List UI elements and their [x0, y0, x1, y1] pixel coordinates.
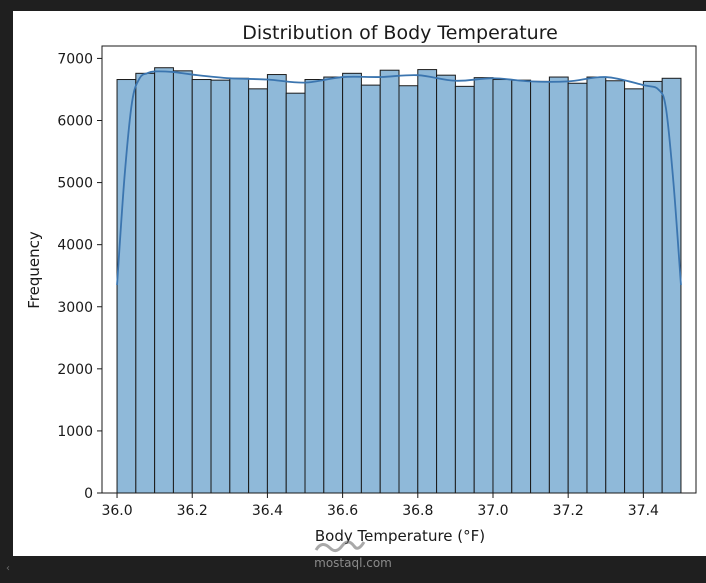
histogram-bar — [172, 70, 193, 494]
window-frame-left — [0, 0, 13, 583]
y-tick-label: 3000 — [57, 300, 93, 316]
histogram-bar — [624, 88, 644, 494]
histogram-bar — [360, 84, 381, 494]
x-tick-label: 37.0 — [477, 503, 508, 519]
watermark-logo — [314, 540, 366, 553]
x-tick-label: 37.2 — [553, 503, 584, 519]
histogram-bar — [567, 82, 588, 494]
histogram-bar — [511, 79, 532, 494]
y-tick-label: 5000 — [57, 176, 93, 192]
x-axis-label: Body Temperature (°F) — [315, 527, 485, 545]
histogram-bar — [135, 72, 156, 494]
y-tick-label: 2000 — [57, 362, 93, 378]
watermark-text: mostaql.com — [314, 556, 392, 570]
plot-area-frame — [101, 45, 697, 494]
histogram-bar — [191, 79, 212, 494]
histogram-bar — [417, 69, 438, 494]
x-tick-label: 36.6 — [327, 503, 358, 519]
histogram-bar — [642, 80, 663, 494]
y-axis-label: Frequency — [25, 231, 43, 309]
kde-line — [116, 70, 682, 286]
kde-curve-group — [116, 70, 682, 286]
histogram-bar — [379, 69, 400, 494]
histogram-bar — [210, 79, 231, 494]
scroll-left-arrow[interactable]: ‹ — [6, 563, 10, 574]
y-tick-label: 1000 — [57, 424, 93, 440]
histogram-bar — [154, 67, 174, 494]
histogram-bar — [323, 76, 344, 494]
chart-title: Distribution of Body Temperature — [242, 22, 558, 44]
histogram-chart: Distribution of Body Temperature 36.0 36.… — [25, 22, 697, 545]
histogram-bars — [116, 67, 682, 494]
histogram-bar — [116, 79, 137, 494]
x-tick-label: 36.4 — [252, 503, 283, 519]
x-tick-label: 36.8 — [402, 503, 433, 519]
histogram-bar — [266, 74, 287, 494]
x-tick-label: 37.4 — [628, 503, 659, 519]
histogram-bar — [661, 77, 682, 494]
y-tick-label: 7000 — [57, 51, 93, 67]
window-frame-bottom — [0, 556, 706, 583]
histogram-bar — [530, 80, 550, 494]
histogram-bar — [285, 92, 306, 494]
histogram-bar — [586, 76, 607, 494]
y-tick-label: 4000 — [57, 238, 93, 254]
x-tick-label: 36.2 — [177, 503, 208, 519]
y-axis-ticks: 0 1000 2000 3000 4000 5000 6000 7000 — [57, 51, 102, 502]
histogram-bar — [473, 77, 494, 494]
histogram-bar — [492, 79, 513, 494]
window-frame-top — [0, 0, 706, 11]
x-tick-label: 36.0 — [101, 503, 132, 519]
histogram-bar — [436, 74, 456, 494]
histogram-bar — [342, 72, 362, 494]
histogram-bar — [398, 85, 419, 494]
histogram-bar — [248, 88, 268, 494]
y-tick-label: 0 — [84, 486, 93, 502]
histogram-bar — [605, 80, 626, 494]
chart-figure: Distribution of Body Temperature 36.0 36.… — [13, 11, 706, 556]
histogram-bar — [454, 85, 475, 494]
x-axis-ticks: 36.0 36.2 36.4 36.6 36.8 37.0 37.2 37.4 — [101, 493, 659, 519]
histogram-bar — [304, 79, 325, 494]
histogram-bar — [229, 77, 250, 494]
histogram-bar — [548, 76, 569, 494]
y-tick-label: 6000 — [57, 114, 93, 130]
